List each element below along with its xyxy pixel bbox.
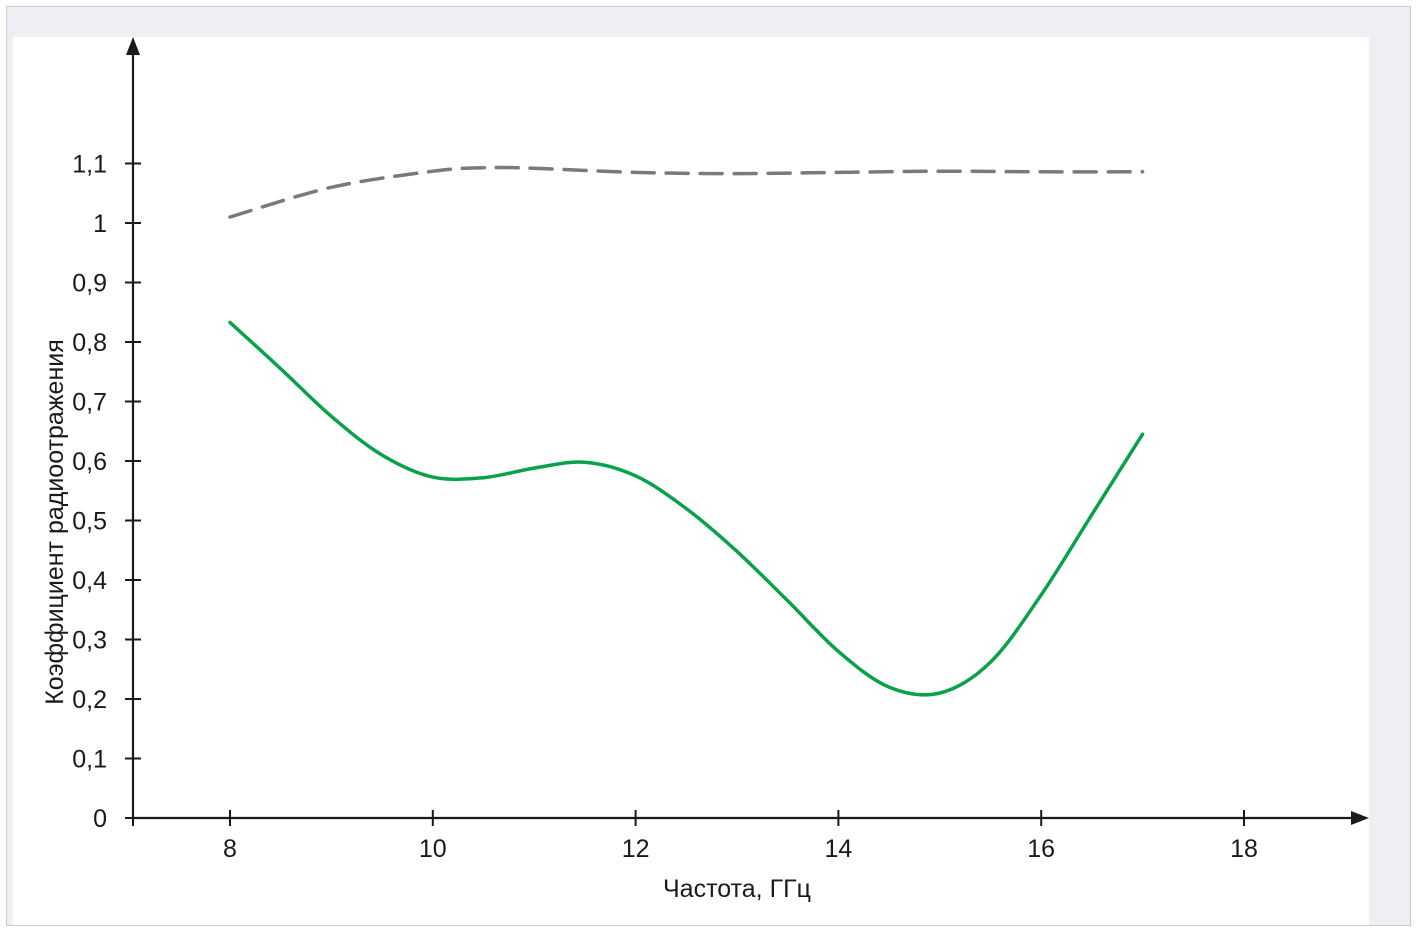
series-line-solid: [228, 320, 1145, 697]
y-tick-label: 0,9: [72, 270, 107, 298]
y-tick-label: 1: [93, 210, 107, 238]
x-axis-title: Частота, ГГц: [663, 875, 811, 903]
y-tick-label: 0,7: [72, 389, 107, 417]
y-tick-label: 0,3: [72, 627, 107, 655]
x-tick-label: 8: [223, 835, 237, 863]
y-tick-label: 0,5: [72, 508, 107, 536]
y-axis-title: Коэффициент радиоотражения: [41, 339, 69, 705]
series-line-dashed: [228, 165, 1145, 219]
chart-frame: 8 10 12 14 16 18 0 0,1 0,2 0,3 0,4 0,5 0,6 0,7 0,8 0,9 1…: [6, 6, 1411, 926]
y-tick-label: 0: [93, 805, 107, 833]
y-tick-label: 0,2: [72, 686, 107, 714]
chart-canvas: 8 10 12 14 16 18 0 0,1 0,2 0,3 0,4 0,5 0,6 0,7 0,8 0,9 1…: [13, 37, 1369, 925]
y-axis-arrow: [126, 37, 140, 55]
y-tick-label: 0,1: [72, 746, 107, 774]
y-tick-label: 1,1: [72, 151, 107, 179]
axes-layer: 8 10 12 14 16 18 0 0,1 0,2 0,3 0,4 0,5 0,6 0,7 0,8 0,9 1…: [72, 37, 1369, 863]
x-tick-label: 10: [419, 835, 447, 863]
y-tick-label: 0,8: [72, 329, 107, 357]
y-tick-label: 0,4: [72, 567, 107, 595]
x-tick-label: 18: [1230, 835, 1258, 863]
plot-area: [13, 37, 1369, 925]
y-tick-label: 0,6: [72, 448, 107, 476]
x-axis-arrow: [1351, 811, 1369, 825]
x-tick-label: 12: [622, 835, 650, 863]
x-tick-label: 16: [1027, 835, 1055, 863]
series-layer: [228, 165, 1145, 697]
x-tick-label: 14: [824, 835, 852, 863]
